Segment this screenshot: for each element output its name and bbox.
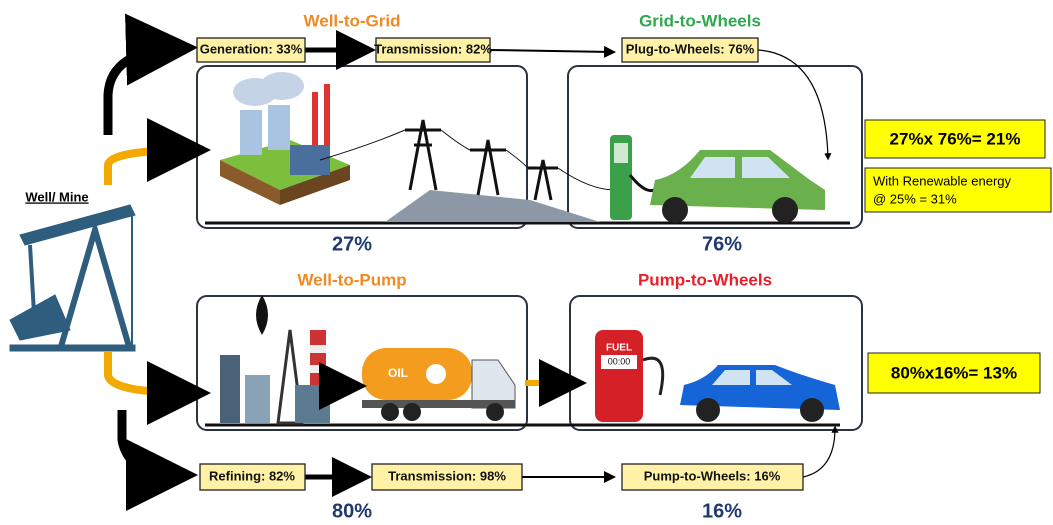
step: Transmission: 98%: [372, 464, 522, 490]
efficiency: 27%: [332, 233, 372, 255]
source-label: Well/ Mine: [25, 189, 88, 204]
efficiency: 16%: [702, 500, 742, 522]
pump-display: 00:00: [608, 356, 631, 366]
section-title: Grid-to-Wheels: [639, 11, 761, 30]
step: Plug-to-Wheels: 76%: [622, 38, 758, 62]
section-title: Pump-to-Wheels: [638, 270, 772, 289]
note: With Renewable energy: [873, 173, 1012, 188]
flow-arrow: [108, 48, 180, 135]
tanker-label: OIL: [388, 366, 408, 380]
flow-arrow: [122, 410, 180, 475]
pump-label: FUEL: [606, 343, 632, 354]
flow-arrow: [108, 150, 195, 185]
note: @ 25% = 31%: [873, 191, 957, 206]
result: 80%x16%= 13%: [891, 363, 1017, 382]
result: 27%x 76%= 21%: [890, 129, 1021, 148]
step-label: Refining: 82%: [209, 468, 295, 483]
flow-arrow: [490, 50, 612, 52]
flow-arrow: [803, 428, 835, 477]
diagram: OIL FUEL 00:00 Well/ Mine Well-to-Grid G…: [0, 0, 1053, 525]
efficiency: 76%: [702, 233, 742, 255]
flow-arrow: [108, 352, 195, 393]
section-title: Well-to-Grid: [304, 11, 401, 30]
efficiency: 80%: [332, 500, 372, 522]
step: Generation: 33%: [197, 38, 305, 62]
step: Pump-to-Wheels: 16%: [622, 464, 803, 490]
step-label: Generation: 33%: [200, 41, 303, 56]
section-title: Well-to-Pump: [297, 270, 406, 289]
step: Transmission: 82%: [374, 38, 492, 62]
step-label: Transmission: 82%: [374, 41, 492, 56]
step-label: Pump-to-Wheels: 16%: [644, 468, 781, 483]
pump-jack: [10, 205, 135, 351]
step-label: Plug-to-Wheels: 76%: [626, 41, 755, 56]
step-label: Transmission: 98%: [388, 468, 506, 483]
step: Refining: 82%: [200, 464, 305, 490]
